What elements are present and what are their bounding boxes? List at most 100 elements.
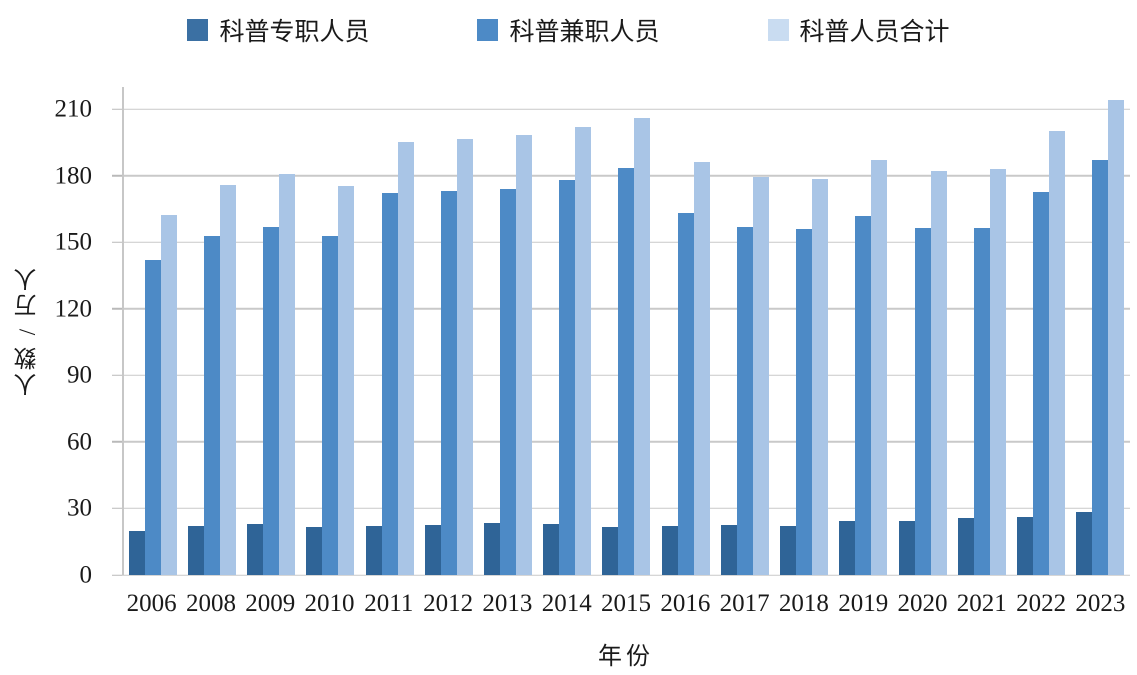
y-tick-mark xyxy=(112,441,122,443)
plot-groups xyxy=(123,87,1130,575)
x-tick-label: 2018 xyxy=(778,590,829,617)
bar-2018 xyxy=(796,228,813,575)
bar-2012 xyxy=(456,139,473,575)
bar-2018 xyxy=(812,179,829,575)
bar-2016 xyxy=(677,213,694,575)
x-axis-title: 年份 xyxy=(598,644,654,670)
bar-2010 xyxy=(338,185,355,575)
y-axis-line xyxy=(122,87,124,575)
bar-2022 xyxy=(1049,131,1066,575)
bar-group-2018 xyxy=(775,87,834,575)
x-tick-label: 2023 xyxy=(1075,590,1126,617)
bar-2019 xyxy=(839,520,856,575)
bar-group-2010 xyxy=(301,87,360,575)
y-tick-mark xyxy=(112,308,122,310)
legend-item-total: 科普人员合计 xyxy=(767,12,950,48)
x-tick-label: 2009 xyxy=(245,590,296,617)
y-tick-mark xyxy=(112,174,122,177)
x-tick-label: 2011 xyxy=(364,590,414,617)
bar-2008 xyxy=(219,184,236,575)
bar-2021 xyxy=(973,227,990,575)
bar-2014 xyxy=(559,180,576,575)
bar-group-2020 xyxy=(893,87,952,575)
legend-label-fulltime: 科普专职人员 xyxy=(219,19,370,46)
y-tick-mark xyxy=(112,574,122,576)
bar-group-2014 xyxy=(538,87,597,575)
legend-label-parttime: 科普兼职人员 xyxy=(509,19,660,46)
bar-group-2017 xyxy=(715,87,774,575)
bar-2017 xyxy=(720,525,737,575)
y-tick-mark xyxy=(112,374,122,377)
bar-2023 xyxy=(1092,160,1109,575)
bar-2022 xyxy=(1017,517,1034,575)
x-tick-label: 2014 xyxy=(541,590,592,617)
legend-label-total: 科普人员合计 xyxy=(799,19,950,46)
bar-group-2021 xyxy=(952,87,1011,575)
y-tick-label: 90 xyxy=(67,361,92,389)
bar-2010 xyxy=(322,235,339,575)
y-tick-label: 30 xyxy=(67,494,92,522)
y-axis-labels: 0 30 60 90 120 150 180 210 xyxy=(36,87,106,588)
x-axis-labels: 2006 2008 2009 2010 2011 2012 2013 2014 2015 2016… xyxy=(122,590,1130,618)
bar-2012 xyxy=(440,191,457,575)
bar-group-2009 xyxy=(241,87,300,575)
y-tick-label: 150 xyxy=(54,228,93,256)
bar-2011 xyxy=(365,526,382,575)
x-tick-label: 2019 xyxy=(838,590,889,617)
bar-2020 xyxy=(930,171,947,575)
bar-2013 xyxy=(484,522,501,575)
bar-2006 xyxy=(160,214,177,575)
x-tick-label: 2021 xyxy=(956,590,1007,617)
bar-2020 xyxy=(914,227,931,575)
plot-area xyxy=(112,87,1130,576)
bar-group-2022 xyxy=(1012,87,1071,575)
legend-swatch-fulltime-icon xyxy=(187,19,209,41)
gridline xyxy=(122,574,1130,576)
y-tick-label: 60 xyxy=(67,428,92,456)
bar-2011 xyxy=(397,142,414,575)
bar-group-2015 xyxy=(597,87,656,575)
y-tick-label: 210 xyxy=(54,95,93,123)
bar-2021 xyxy=(957,518,974,575)
bar-2006 xyxy=(128,530,145,575)
bar-2017 xyxy=(752,176,769,575)
x-tick-label: 2017 xyxy=(719,590,770,617)
bar-2006 xyxy=(144,260,161,575)
x-tick-label: 2020 xyxy=(897,590,948,617)
legend-item-fulltime: 科普专职人员 xyxy=(187,12,369,48)
bar-2008 xyxy=(187,526,204,575)
bar-2015 xyxy=(602,527,619,575)
bar-2020 xyxy=(898,520,915,575)
bar-2011 xyxy=(381,193,398,575)
bar-2015 xyxy=(618,167,635,575)
bar-group-2006 xyxy=(123,87,182,575)
gridline xyxy=(122,108,1130,110)
bar-group-2012 xyxy=(419,87,478,575)
y-tick-mark xyxy=(112,507,122,510)
x-tick-label: 2016 xyxy=(660,590,711,617)
bar-group-2011 xyxy=(360,87,419,575)
bar-2008 xyxy=(203,235,220,575)
bar-2018 xyxy=(780,526,797,575)
bar-2022 xyxy=(1033,192,1050,575)
bar-2017 xyxy=(736,226,753,575)
bar-2014 xyxy=(543,523,560,575)
bar-2013 xyxy=(500,189,517,575)
x-tick-label: 2008 xyxy=(185,590,236,617)
bar-group-2013 xyxy=(478,87,537,575)
bar-2021 xyxy=(989,169,1006,575)
bar-2013 xyxy=(516,134,533,575)
y-tick-mark xyxy=(112,241,122,244)
y-tick-mark xyxy=(112,108,122,110)
bar-2010 xyxy=(306,527,323,575)
bar-2009 xyxy=(263,226,280,575)
bar-2019 xyxy=(855,215,872,575)
bar-2015 xyxy=(634,118,651,575)
x-tick-label: 2006 xyxy=(126,590,177,617)
legend: 科普专职人员 科普兼职人员 科普人员合计 xyxy=(0,12,1137,48)
bar-2009 xyxy=(279,173,296,575)
bar-group-2016 xyxy=(656,87,715,575)
y-tick-label: 0 xyxy=(79,561,93,589)
bar-2023 xyxy=(1076,511,1093,575)
